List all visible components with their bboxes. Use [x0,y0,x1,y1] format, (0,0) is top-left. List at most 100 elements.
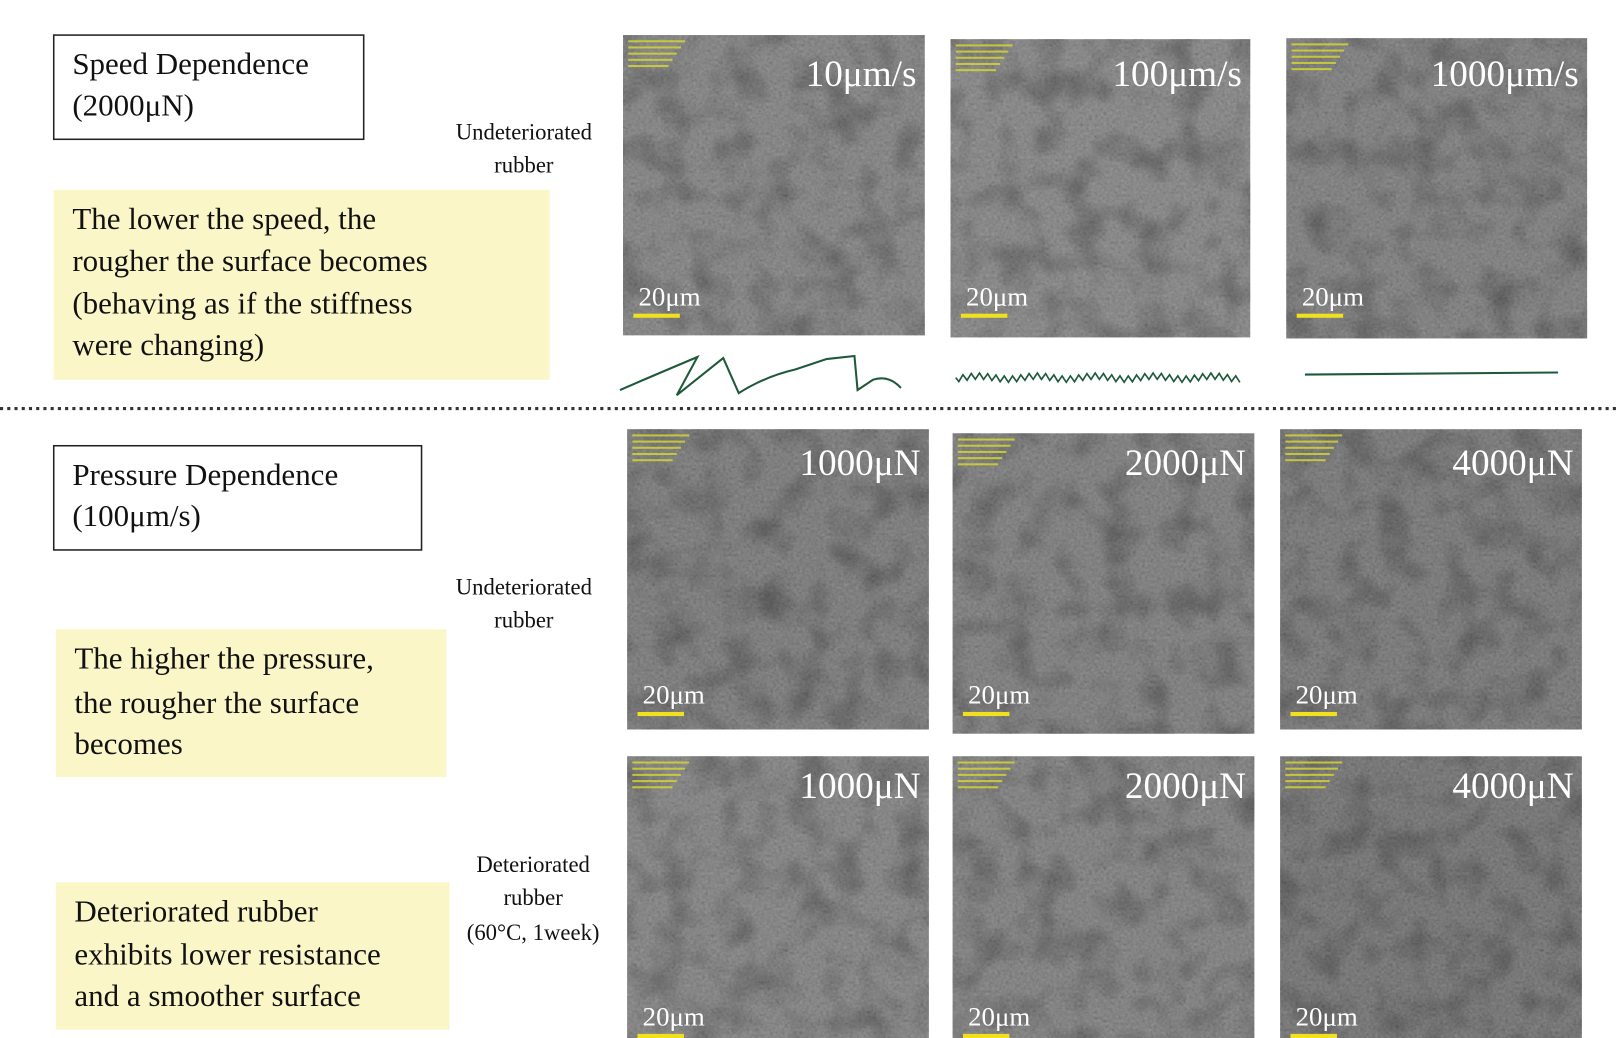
row-label: (60°C, 1week) [467,920,600,945]
info-overlay [958,774,1007,776]
note-text: becomes [74,726,182,761]
slide: Speed Dependence (2000μN) The lower the sp… [0,0,1618,1038]
row-label: rubber [494,152,554,177]
scale-label: 20μm [639,281,701,311]
info-overlay [632,761,689,763]
info-overlay [1292,43,1349,45]
micrograph: 2000μN 20μm [953,433,1255,733]
image-label: 1000μm/s [1431,54,1579,95]
note-text: the rougher the surface [74,685,359,720]
info-overlay [958,761,1015,763]
info-overlay [1285,786,1325,788]
scale-bar [961,314,1007,318]
info-overlay [1292,56,1341,58]
info-overlay [632,447,681,449]
info-overlay [628,65,668,67]
note-text: exhibits lower resistance [74,937,380,972]
info-overlay [632,459,672,461]
note-text: (behaving as if the stiffness [72,286,412,321]
info-overlay [1285,768,1338,770]
note-text: Deteriorated rubber [74,893,318,928]
info-overlay [632,453,676,455]
friction-trace [956,373,1240,382]
scale-bar [963,1034,1009,1038]
info-overlay [958,463,998,465]
note-text: were changing) [72,327,264,362]
box-title: (100μm/s) [72,498,201,533]
note-text: The lower the speed, the [72,201,376,236]
micrograph: 100μm/s 20μm [951,39,1251,337]
info-overlay [628,40,685,42]
box-title: (2000μN) [72,87,194,122]
info-overlay [958,768,1011,770]
micrograph: 4000μN 20μm [1280,429,1582,729]
info-overlay [958,445,1011,447]
info-overlay [628,46,681,48]
info-overlay [956,69,996,71]
info-overlay [956,63,1000,65]
info-overlay [632,441,685,443]
scale-bar [1290,712,1336,716]
box-title: Pressure Dependence [72,457,338,492]
info-overlay [956,57,1005,59]
info-overlay [1285,441,1338,443]
scale-bar [637,712,683,716]
info-overlay [958,780,1002,782]
note-text: and a smoother surface [74,978,361,1013]
info-overlay [1292,62,1336,64]
info-overlay [956,44,1013,46]
image-label: 1000μN [799,766,920,807]
info-overlay [958,457,1002,459]
image-label: 100μm/s [1112,54,1241,95]
scale-label: 20μm [643,1002,705,1032]
scale-bar [633,314,679,318]
row-label: Undeteriorated [456,119,593,144]
scale-bar [1290,1034,1336,1038]
micrograph: 1000μN 20μm [627,429,929,729]
info-overlay [1285,761,1342,763]
scale-label: 20μm [968,680,1030,710]
info-overlay [1292,68,1332,70]
row-label: Undeteriorated [456,574,593,599]
image-label: 10μm/s [806,54,917,95]
image-label: 2000μN [1125,443,1246,484]
info-overlay [958,439,1015,441]
scale-label: 20μm [1296,680,1358,710]
info-overlay [632,434,689,436]
info-overlay [628,53,677,55]
info-overlay [1285,453,1329,455]
micrograph: 4000μN 20μm [1280,756,1582,1038]
image-label: 4000μN [1452,766,1573,807]
info-overlay [1285,434,1342,436]
scale-bar [963,712,1009,716]
info-overlay [1285,780,1329,782]
row-label: Deteriorated [476,852,590,877]
scale-label: 20μm [966,281,1028,311]
info-overlay [632,780,676,782]
scale-bar [637,1034,683,1038]
note-text: The higher the pressure, [74,641,373,676]
info-overlay [632,786,672,788]
scale-bar [1297,314,1343,318]
info-overlay [956,51,1009,53]
info-overlay [1285,459,1325,461]
info-overlay [632,768,685,770]
info-overlay [1285,447,1334,449]
info-overlay [628,59,672,61]
scale-label: 20μm [1296,1002,1358,1032]
friction-trace [620,356,901,395]
info-overlay [958,786,998,788]
row-label: rubber [494,607,554,632]
image-label: 1000μN [799,443,920,484]
scale-label: 20μm [968,1002,1030,1032]
micrograph: 1000μm/s20μm [1286,38,1587,338]
info-overlay [1285,774,1334,776]
note-text: rougher the surface becomes [72,243,427,278]
box-title: Speed Dependence [72,46,309,81]
image-label: 4000μN [1452,443,1573,484]
scale-label: 20μm [643,680,705,710]
friction-trace [1305,372,1558,374]
info-overlay [1292,50,1345,52]
row-label: rubber [503,885,563,910]
